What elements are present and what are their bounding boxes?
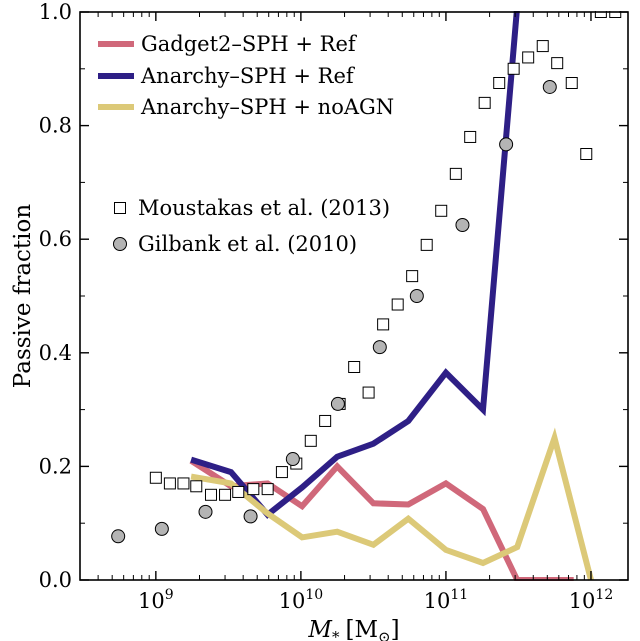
legend-marker-square bbox=[114, 202, 126, 214]
x-axis-label: M* [M⊙] bbox=[307, 617, 399, 641]
moustakas-point bbox=[219, 488, 232, 501]
legend-obs-label-1: Moustakas et al. (2013) bbox=[138, 196, 390, 220]
moustakas-point bbox=[507, 62, 520, 75]
moustakas-point bbox=[391, 298, 404, 311]
gilbank-point bbox=[455, 218, 470, 232]
x-tick-label: 1011 bbox=[424, 587, 469, 613]
moustakas-point bbox=[247, 483, 260, 496]
moustakas-point bbox=[177, 477, 190, 490]
observations-layer bbox=[111, 11, 622, 544]
legend-label-3: Anarchy–SPH + noAGN bbox=[140, 95, 394, 119]
x-axis-unit-open: [M bbox=[345, 617, 378, 641]
x-tick-label: 1010 bbox=[279, 587, 324, 613]
moustakas-point bbox=[319, 414, 332, 427]
moustakas-point bbox=[420, 238, 433, 251]
moustakas-point bbox=[536, 40, 549, 53]
gilbank-point bbox=[198, 504, 213, 519]
moustakas-point bbox=[348, 361, 361, 373]
y-tick-label: 0.4 bbox=[39, 341, 72, 365]
gilbank-point bbox=[285, 452, 300, 467]
x-axis-symbol-subscript: * bbox=[332, 628, 340, 641]
gilbank-point bbox=[372, 340, 387, 355]
y-tick-label: 0.0 bbox=[39, 568, 72, 592]
moustakas-point bbox=[449, 167, 462, 180]
moustakas-point bbox=[406, 270, 419, 283]
y-tick-label: 1.0 bbox=[39, 0, 72, 24]
gilbank-point bbox=[409, 289, 424, 303]
axis-ticks: 0.0 0.2 0.4 0.6 0.8 1.0 109 1010 1011 1012 bbox=[39, 0, 628, 613]
moustakas-point bbox=[377, 318, 390, 331]
moustakas-point bbox=[275, 466, 288, 479]
y-tick-label: 0.6 bbox=[39, 227, 72, 251]
y-tick-label: 0.8 bbox=[39, 114, 72, 138]
moustakas-point bbox=[204, 488, 217, 501]
moustakas-point bbox=[565, 77, 578, 89]
legend-marker-circle bbox=[113, 237, 127, 251]
moustakas-point bbox=[163, 477, 176, 490]
legend-obs-label-2: Gilbank et al. (2010) bbox=[138, 232, 357, 256]
x-axis-unit-close: ] bbox=[391, 617, 400, 641]
moustakas-point bbox=[149, 471, 162, 484]
legend-label-2: Anarchy–SPH + Ref bbox=[140, 64, 356, 88]
legend-label-1: Gadget2–SPH + Ref bbox=[141, 32, 358, 56]
series-line-3 bbox=[190, 427, 594, 581]
gilbank-point bbox=[499, 137, 514, 152]
moustakas-point bbox=[232, 485, 245, 498]
moustakas-point bbox=[493, 77, 506, 89]
moustakas-point bbox=[362, 386, 375, 399]
x-tick-label: 1012 bbox=[569, 587, 614, 613]
moustakas-point bbox=[522, 51, 535, 64]
gilbank-point bbox=[111, 529, 126, 544]
moustakas-point bbox=[261, 483, 274, 496]
moustakas-point bbox=[190, 480, 203, 493]
y-tick-label: 0.2 bbox=[39, 454, 72, 478]
y-axis-label: Passive fraction bbox=[10, 204, 36, 389]
gilbank-point bbox=[330, 396, 345, 411]
x-axis-unit-subscript: ⊙ bbox=[378, 628, 391, 641]
moustakas-point bbox=[580, 148, 593, 160]
gilbank-point bbox=[542, 79, 557, 94]
x-tick-label: 109 bbox=[138, 587, 174, 613]
moustakas-point bbox=[551, 57, 564, 70]
moustakas-point bbox=[478, 96, 491, 109]
gilbank-point bbox=[154, 521, 169, 536]
moustakas-point bbox=[435, 204, 448, 217]
x-axis-symbol: M bbox=[307, 617, 333, 641]
moustakas-point bbox=[464, 130, 477, 143]
legend: Gadget2–SPH + Ref Anarchy–SPH + Ref Anarch… bbox=[98, 32, 394, 256]
gilbank-point bbox=[243, 509, 258, 524]
moustakas-point bbox=[304, 434, 317, 447]
